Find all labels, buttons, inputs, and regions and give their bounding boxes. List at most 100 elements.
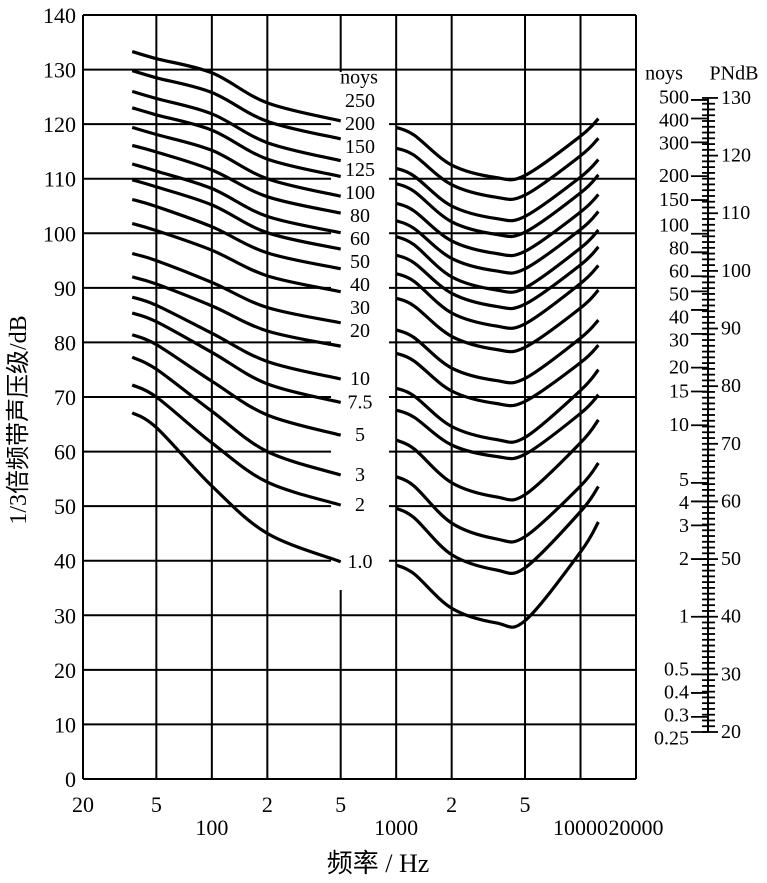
contour-250-noys-low — [131, 50, 342, 123]
noys-label: 40 — [669, 306, 689, 328]
y-tick-label: 110 — [44, 167, 76, 192]
contour-label: 50 — [350, 251, 370, 273]
contour-100-noys-low — [131, 125, 342, 198]
y-tick-label: 0 — [65, 767, 76, 792]
contour-200-noys-low — [131, 69, 342, 141]
contour-50-noys-low — [131, 178, 342, 251]
contour-150-noys-low — [131, 89, 342, 163]
noys-label: 1 — [679, 606, 689, 628]
contour-30-noys-high — [395, 288, 600, 354]
pndb-label: 110 — [721, 202, 750, 224]
noys-label: 0.3 — [664, 705, 689, 727]
noys-label: 30 — [669, 329, 689, 351]
contour-label: 7.5 — [348, 391, 373, 413]
noys-label: 300 — [659, 132, 689, 154]
contour-label: 40 — [350, 274, 370, 296]
y-tick-label: 60 — [54, 440, 76, 465]
x-tick-label: 2 — [446, 792, 457, 817]
y-tick-label: 50 — [54, 494, 76, 519]
contour-30-noys-low — [131, 221, 342, 294]
noys-label: 20 — [669, 357, 689, 379]
contour-100-noys-high — [395, 193, 600, 258]
y-tick-label: 120 — [43, 112, 76, 137]
contour-125-noys-high — [395, 173, 600, 239]
noys-label: 5 — [679, 469, 689, 491]
noys-label: 60 — [669, 260, 689, 282]
noys-label: 80 — [669, 237, 689, 259]
contour-label: 1.0 — [348, 551, 373, 573]
contour-5-noys-low — [131, 333, 342, 437]
y-tick-label: 40 — [54, 549, 76, 574]
y-axis-label: 1/3倍频带声压级/dB — [5, 315, 32, 524]
x-tick-label: 5 — [335, 792, 346, 817]
contour-1.0-noys-high — [395, 521, 600, 629]
contour-10-noys-high — [395, 368, 600, 444]
contour-250-noys-high — [395, 117, 600, 182]
pndb-header: PNdB — [710, 62, 759, 84]
contour-label: 60 — [350, 228, 370, 250]
contour-125-noys-low — [131, 106, 342, 179]
noys-label: 10 — [669, 414, 689, 436]
contour-label: 5 — [355, 424, 365, 446]
noys-pndb-scale: 1301201101009080706050403020500400300200… — [645, 62, 758, 749]
contour-label: 2 — [355, 494, 365, 516]
pndb-label: 60 — [721, 490, 741, 512]
contour-label: 100 — [345, 182, 375, 204]
contour-15-noys-high — [395, 344, 600, 408]
contour-label: 125 — [345, 159, 375, 181]
pndb-label: 70 — [721, 433, 741, 455]
noys-label: 0.25 — [654, 728, 689, 750]
contour-150-noys-high — [395, 158, 600, 223]
pndb-label: 120 — [721, 145, 751, 167]
contour-200-noys-high — [395, 137, 600, 202]
pndb-label: 20 — [721, 721, 741, 743]
pndb-label: 130 — [721, 87, 751, 109]
pndb-label: 40 — [721, 606, 741, 628]
x-tick-label: 10000 — [553, 815, 608, 840]
contour-40-noys-low — [131, 197, 342, 271]
x-axis-label: 频率 / Hz — [327, 849, 430, 878]
y-tick-label: 10 — [54, 712, 76, 737]
contour-80-noys-high — [395, 210, 600, 275]
contour-1.0-noys-low — [131, 411, 342, 564]
noys-label: 4 — [679, 492, 689, 514]
noys-label: 50 — [669, 283, 689, 305]
contour-20-noys-low — [131, 251, 342, 325]
noys-label: 200 — [659, 165, 689, 187]
y-tick-label: 90 — [54, 276, 76, 301]
x-tick-label: 5 — [151, 792, 162, 817]
contour-label: 80 — [350, 205, 370, 227]
contour-7.5-noys-low — [131, 311, 342, 405]
contour-80-noys-low — [131, 143, 342, 215]
contour-label: 3 — [355, 464, 365, 486]
curve-label-header: noys — [340, 67, 378, 89]
contour-7.5-noys-high — [395, 393, 600, 461]
noys-label: 0.5 — [664, 659, 689, 681]
contour-label: 30 — [350, 297, 370, 319]
contour-3-noys-high — [395, 462, 600, 544]
y-tick-label: 20 — [54, 658, 76, 683]
x-tick-label: 100 — [195, 815, 228, 840]
x-tick-label: 1000 — [374, 815, 418, 840]
pndb-label: 50 — [721, 548, 741, 570]
noys-label: 3 — [679, 515, 689, 537]
x-tick-label: 20000 — [609, 815, 664, 840]
pndb-label: 100 — [721, 260, 751, 282]
y-tick-label: 80 — [54, 330, 76, 355]
noys-label: 0.4 — [664, 682, 689, 704]
contour-2-noys-high — [395, 485, 600, 575]
y-tick-label: 30 — [54, 603, 76, 628]
noys-label: 400 — [659, 109, 689, 131]
x-tick-label: 2 — [262, 792, 273, 817]
noys-label: 150 — [659, 189, 689, 211]
y-tick-label: 100 — [43, 221, 76, 246]
noys-label: 2 — [679, 548, 689, 570]
contour-10-noys-low — [131, 295, 342, 381]
contour-label: 250 — [345, 90, 375, 112]
noys-label: 500 — [659, 86, 689, 108]
y-tick-label: 130 — [43, 58, 76, 83]
contour-label: 200 — [345, 113, 375, 135]
